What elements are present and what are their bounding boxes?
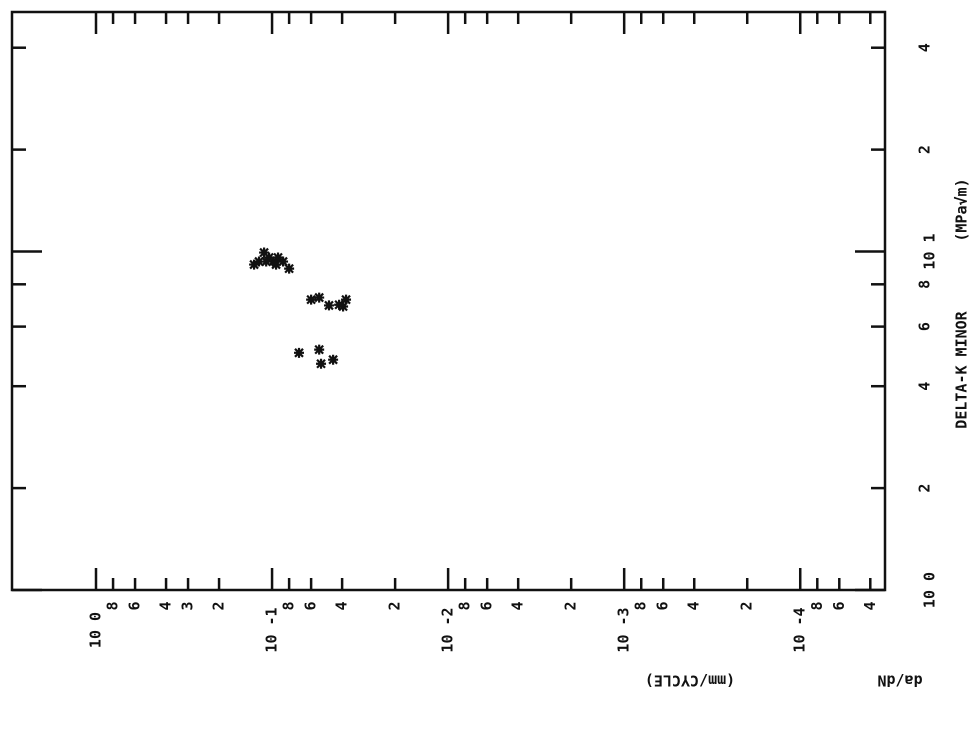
data-point: [259, 247, 270, 258]
y-tick-label: 4: [916, 43, 934, 52]
y-tick-label: 8: [916, 280, 934, 289]
data-point: [294, 347, 305, 358]
x-tick-label: 10 -4: [791, 607, 809, 652]
x-axis-unit: (mm/CYCLE): [645, 672, 735, 690]
y-tick-label: 2: [916, 145, 934, 154]
x-tick-label: 4: [861, 601, 879, 610]
data-point: [273, 252, 284, 263]
x-tick-label: 8: [808, 601, 826, 610]
y-tick-label: 2: [916, 484, 934, 493]
data-point: [278, 256, 289, 267]
x-tick-label: 2: [562, 601, 580, 610]
data-point: [314, 292, 325, 303]
x-tick-label: 10 -2: [439, 607, 457, 652]
x-tick-label: 4: [509, 601, 527, 610]
x-tick-label: 6: [478, 601, 496, 610]
x-tick-label: 3: [179, 601, 197, 610]
y-axis-title: DELTA-K MINOR: [953, 310, 971, 428]
x-tick-label: 2: [210, 601, 228, 610]
y-tick-label: 10 1: [921, 233, 939, 269]
data-point: [341, 294, 352, 305]
x-tick-label: 6: [830, 601, 848, 610]
data-point: [328, 354, 339, 365]
y-tick-label: 4: [916, 382, 934, 391]
data-point: [338, 301, 349, 312]
data-point: [271, 259, 282, 270]
x-tick-label: 6: [654, 601, 672, 610]
data-point: [334, 299, 345, 310]
x-tick-label: 8: [456, 601, 474, 610]
y-tick-label: 6: [916, 322, 934, 331]
y-tick-label: 10 0: [921, 572, 939, 608]
data-point: [254, 256, 265, 267]
x-axis-title: da/dN: [877, 672, 922, 690]
x-tick-label: 8: [280, 601, 298, 610]
data-point: [316, 358, 327, 369]
x-tick-label: 8: [632, 601, 650, 610]
x-tick-label: 2: [738, 601, 756, 610]
data-point: [323, 300, 334, 311]
data-point: [249, 259, 260, 270]
data-point: [261, 256, 272, 267]
x-tick-label: 10 0: [87, 612, 105, 648]
x-tick-label: 4: [333, 601, 351, 610]
x-tick-label: 6: [126, 601, 144, 610]
x-tick-label: 4: [157, 601, 175, 610]
y-axis-unit: (MPa√m): [953, 178, 971, 241]
x-tick-label: 6: [302, 601, 320, 610]
x-tick-label: 10 -3: [615, 607, 633, 652]
plot-frame: [10, 10, 887, 592]
data-point: [314, 344, 325, 355]
x-tick-label: 4: [685, 601, 703, 610]
data-point: [284, 263, 295, 274]
x-tick-label: 8: [104, 601, 122, 610]
data-point: [306, 294, 317, 305]
x-tick-label: 10 -1: [263, 607, 281, 652]
x-tick-label: 2: [386, 601, 404, 610]
